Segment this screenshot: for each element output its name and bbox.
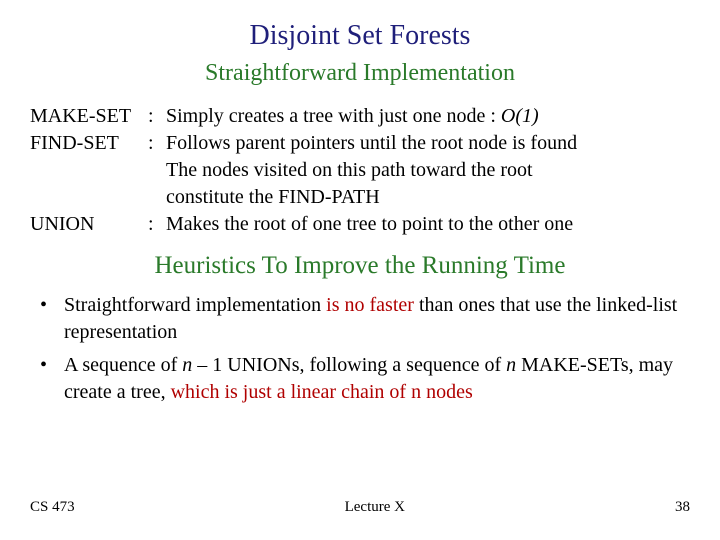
text: constitute the [166, 186, 278, 208]
bullet-text: A sequence of n – 1 UNIONs, following a … [64, 352, 690, 406]
text: – 1 UNIONs, following a sequence of [192, 354, 506, 376]
footer-center: Lecture X [345, 499, 405, 516]
emphasis: is no faster [326, 294, 419, 316]
colon: : [148, 103, 166, 130]
slide-subtitle: Straightforward Implementation [30, 60, 690, 87]
op-findset-desc2: The nodes visited on this path toward th… [166, 157, 690, 184]
var-n: n [506, 354, 516, 376]
op-findset: FIND-SET [30, 130, 148, 157]
slide-title: Disjoint Set Forests [30, 20, 690, 52]
bullet-list: • Straightforward implementation is no f… [30, 292, 690, 406]
bullet-text: Straightforward implementation is no fas… [64, 292, 690, 346]
op-union-desc: Makes the root of one tree to point to t… [166, 211, 690, 238]
colon: : [148, 211, 166, 238]
op-makeset: MAKE-SET [30, 103, 148, 130]
list-item: • A sequence of n – 1 UNIONs, following … [40, 352, 690, 406]
bullet-icon: • [40, 352, 64, 406]
list-item: • Straightforward implementation is no f… [40, 292, 690, 346]
colon: : [148, 130, 166, 157]
text: Simply creates a tree with just one node… [166, 105, 501, 127]
emphasis: which is just a linear chain of n nodes [171, 381, 473, 403]
op-makeset-desc: Simply creates a tree with just one node… [166, 103, 690, 130]
find-path: FIND-PATH [278, 186, 380, 208]
definitions-block: MAKE-SET : Simply creates a tree with ju… [30, 103, 690, 238]
text: Straightforward implementation [64, 294, 326, 316]
bullet-icon: • [40, 292, 64, 346]
op-union: UNION [30, 211, 148, 238]
op-findset-desc1: Follows parent pointers until the root n… [166, 130, 690, 157]
op-findset-desc3: constitute the FIND-PATH [166, 184, 690, 211]
complexity: O(1) [501, 105, 539, 127]
footer-right: 38 [675, 499, 690, 516]
heuristics-heading: Heuristics To Improve the Running Time [30, 252, 690, 280]
footer-left: CS 473 [30, 499, 75, 516]
slide-footer: CS 473 Lecture X 38 [30, 499, 690, 516]
var-n: n [182, 354, 192, 376]
text: A sequence of [64, 354, 182, 376]
